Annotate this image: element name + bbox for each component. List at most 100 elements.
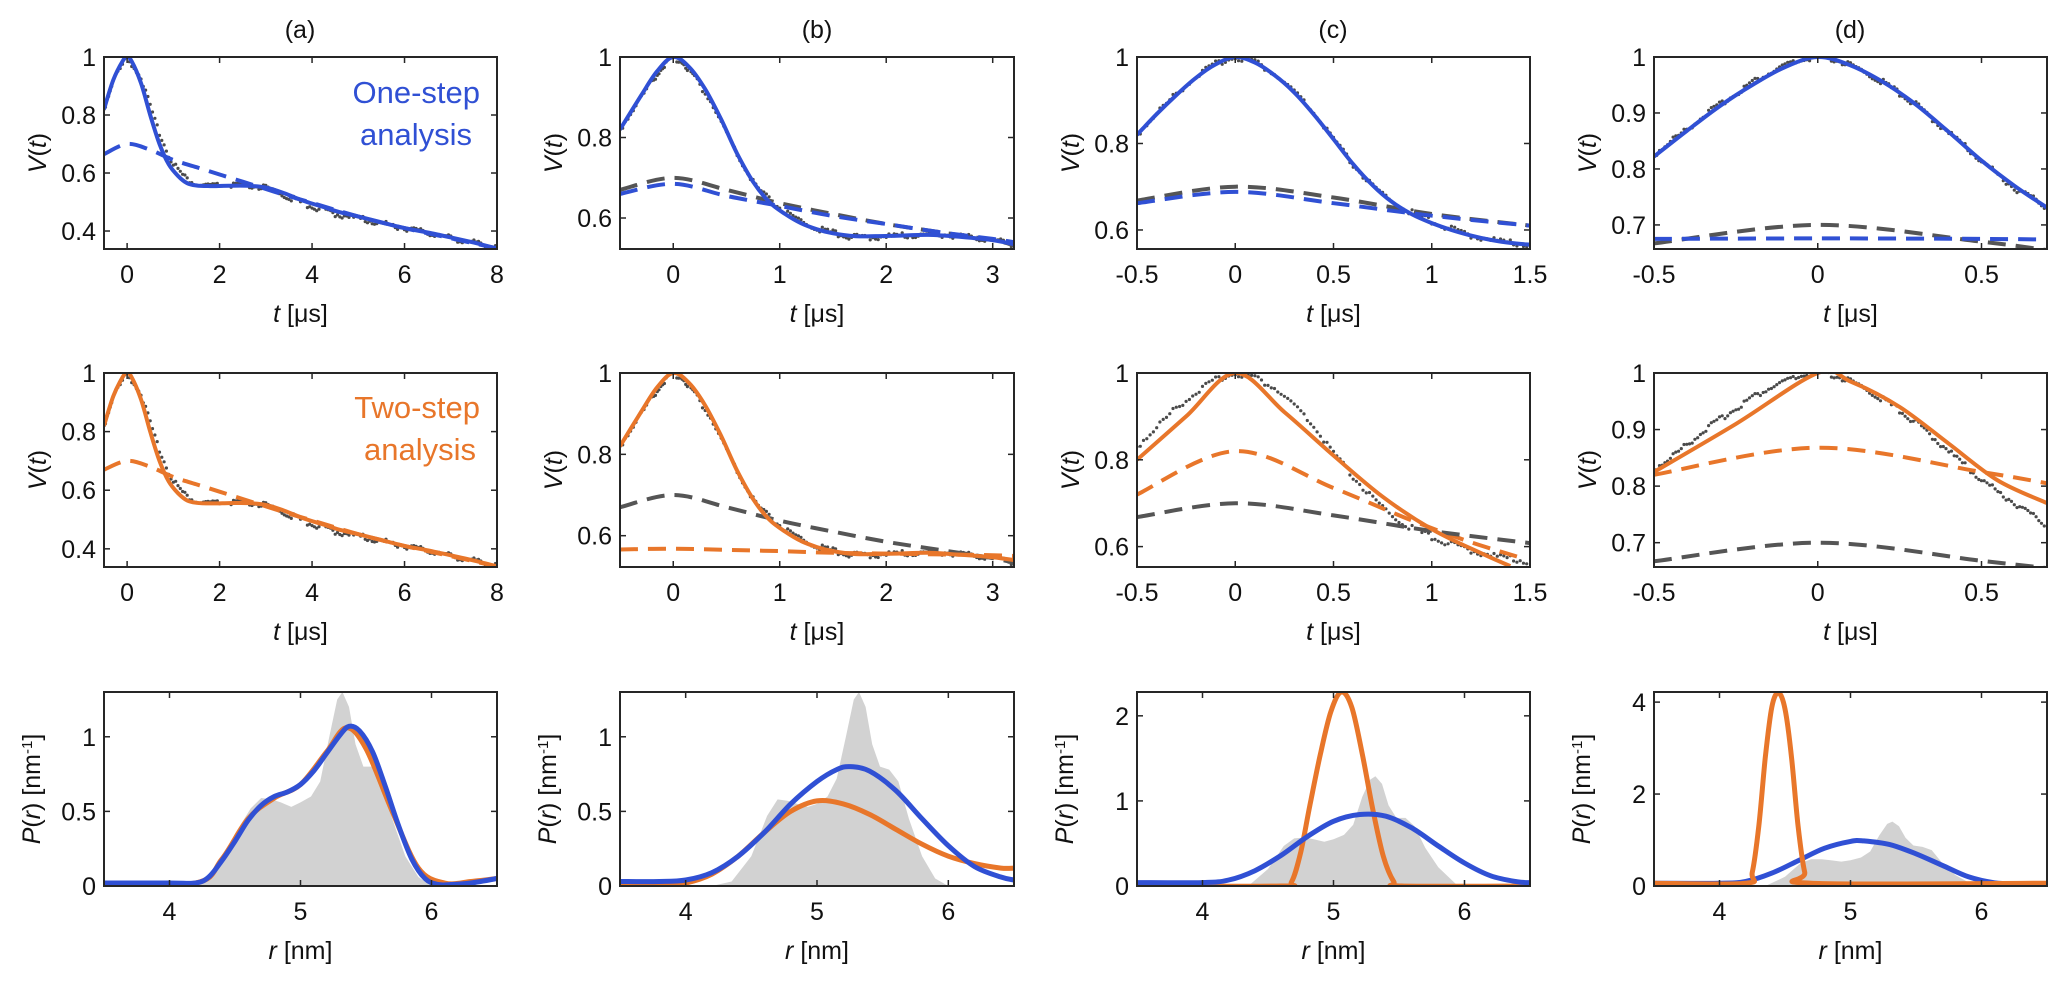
- y-axis-variable: t: [24, 140, 52, 148]
- data-point: [820, 543, 824, 547]
- data-point: [1318, 434, 1322, 438]
- x-axis-label: r [nm]: [785, 937, 849, 965]
- data-point: [1709, 106, 1713, 110]
- y-tick-label: 0.6: [61, 477, 96, 505]
- data-point: [340, 534, 344, 538]
- axes-frame: [1653, 691, 2048, 887]
- series-one-step-fit: [620, 57, 1014, 247]
- two-step-annotation-line1: Two-step: [354, 390, 480, 425]
- data-point: [1930, 437, 1934, 441]
- data-point: [1394, 518, 1398, 522]
- data-point: [1777, 381, 1782, 385]
- data-point: [1753, 392, 1757, 396]
- y-axis-variable: t: [540, 457, 568, 465]
- data-point: [174, 162, 178, 166]
- data-point: [1191, 394, 1195, 398]
- data-point: [831, 228, 835, 232]
- data-point: [1731, 409, 1735, 413]
- data-point: [1141, 438, 1146, 442]
- y-tick-label: 1: [82, 360, 96, 388]
- data-point: [653, 393, 658, 397]
- y-axis-paren: ): [1057, 133, 1085, 141]
- x-tick-label: 0: [1228, 579, 1242, 607]
- data-point: [1788, 376, 1793, 380]
- data-point: [164, 149, 168, 153]
- data-point: [1410, 208, 1414, 212]
- data-point: [1374, 498, 1378, 502]
- y-tick-label: 2: [1115, 703, 1129, 731]
- series-reference-background: [1654, 540, 2047, 567]
- data-point: [1502, 554, 1506, 558]
- y-tick-label: 0.6: [577, 523, 612, 551]
- data-point: [1767, 387, 1771, 391]
- x-axis-unit: [nm]: [793, 937, 849, 965]
- data-point: [1876, 397, 1880, 401]
- x-axis-variable: t: [790, 618, 798, 646]
- data-point: [1348, 473, 1352, 477]
- y-tick-label: 0: [82, 873, 96, 901]
- data-point: [1720, 414, 1724, 418]
- data-point: [1387, 511, 1391, 515]
- x-axis-variable: t: [1823, 618, 1831, 646]
- y-tick-label: 0.8: [61, 102, 96, 130]
- y-axis-function: V: [24, 471, 52, 490]
- data-point: [1371, 494, 1375, 498]
- data-point: [162, 143, 166, 147]
- data-point: [1707, 424, 1711, 428]
- data-point: [280, 511, 284, 515]
- data-point: [2026, 508, 2030, 513]
- data-point: [333, 532, 337, 536]
- y-tick-label: 0.8: [577, 125, 612, 153]
- axes-frame: [103, 372, 498, 568]
- data-point: [347, 533, 351, 537]
- series-two-step-fit: [104, 373, 497, 567]
- y-tick-label: 1: [598, 360, 612, 388]
- y-axis-variable: t: [1057, 140, 1085, 148]
- data-point: [1726, 414, 1730, 418]
- plot-area: [104, 692, 497, 886]
- y-axis-label: P(r) [nm-1]: [1568, 734, 1596, 845]
- x-axis-unit: [μs]: [797, 618, 845, 646]
- data-point: [1312, 425, 1316, 429]
- data-point: [1492, 551, 1496, 556]
- data-point: [1802, 374, 1806, 378]
- series-one-step-background: [1137, 189, 1530, 228]
- x-tick-label: 3: [986, 261, 1000, 289]
- y-axis-unit-close: ]: [1051, 734, 1079, 741]
- data-point: [1194, 392, 1198, 396]
- data-point: [1469, 551, 1473, 555]
- data-point: [1272, 386, 1277, 391]
- data-point: [1328, 445, 1332, 449]
- y-axis-function: P: [18, 827, 46, 844]
- y-axis-paren: (: [24, 464, 52, 473]
- data-point: [767, 512, 771, 516]
- y-tick-label: 1: [82, 724, 96, 752]
- y-tick-label: 1: [1632, 360, 1646, 388]
- y-axis-paren: ): [1057, 450, 1085, 458]
- x-axis-variable: r: [785, 937, 795, 965]
- data-point: [2020, 505, 2024, 509]
- x-tick-label: 1: [773, 261, 787, 289]
- y-axis-label: V(t): [540, 133, 568, 173]
- data-point: [287, 515, 291, 519]
- y-axis-variable: r: [534, 809, 562, 819]
- data-point: [1990, 483, 1994, 487]
- data-point: [876, 555, 880, 560]
- x-tick-label: 6: [941, 898, 955, 926]
- data-point: [2012, 503, 2016, 507]
- y-axis-paren: (: [18, 819, 46, 828]
- data-point: [1747, 81, 1752, 85]
- data-point: [2007, 497, 2011, 501]
- y-axis-unit: [nm: [18, 754, 46, 803]
- series-one-step-fit: [620, 764, 1014, 885]
- data-point: [1515, 560, 1519, 564]
- x-axis-label: t [μs]: [1306, 618, 1361, 646]
- x-axis-variable: t: [273, 618, 281, 646]
- data-point: [1717, 415, 1722, 419]
- data-point: [1440, 541, 1444, 545]
- plot-area: [620, 373, 1014, 567]
- series-one-step-fit: [104, 57, 497, 249]
- x-tick-label: 3: [986, 579, 1000, 607]
- data-point: [150, 110, 155, 114]
- x-tick-label: 1: [773, 579, 787, 607]
